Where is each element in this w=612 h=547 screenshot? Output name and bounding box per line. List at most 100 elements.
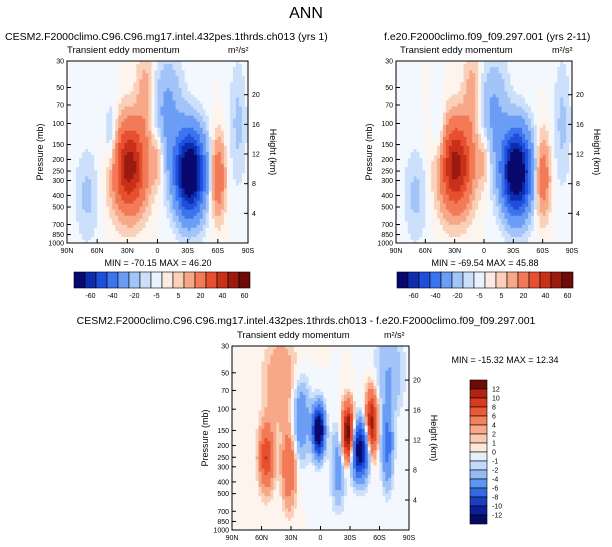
contour-cell [133, 164, 137, 168]
contour-cell [139, 61, 143, 65]
contour-cell [184, 118, 189, 123]
contour-cell [151, 94, 155, 98]
contour-cell [70, 218, 74, 223]
contour-cell [422, 203, 426, 207]
contour-cell [121, 206, 125, 211]
contour-cell [428, 224, 432, 229]
contour-cell [91, 145, 95, 150]
contour-cell [97, 121, 101, 126]
contour-cell [115, 109, 119, 113]
contour-cell [229, 170, 234, 174]
contour-cell [217, 179, 222, 183]
contour-cell [124, 188, 128, 192]
contour-cell [142, 158, 146, 162]
contour-cell [109, 239, 113, 244]
contour-cell [434, 112, 438, 116]
contour-cell [226, 148, 231, 153]
contour-cell [73, 170, 77, 174]
contour-cell [419, 209, 423, 214]
contour-cell [232, 200, 237, 204]
contour-cell [196, 133, 201, 138]
contour-cell [220, 218, 225, 223]
contour-cell [115, 200, 119, 204]
contour-cell [103, 164, 107, 168]
contour-cell [91, 176, 95, 180]
contour-cell [220, 115, 225, 120]
contour-cell [419, 145, 423, 150]
contour-cell [148, 179, 152, 183]
contour-cell [94, 115, 98, 120]
contour-cell [148, 61, 152, 65]
contour-cell [133, 85, 137, 89]
contour-cell [220, 173, 225, 177]
contour-cell [169, 109, 173, 113]
contour-cell [214, 191, 219, 195]
contour-cell [199, 124, 204, 129]
contour-cell [76, 91, 80, 95]
contour-cell [425, 79, 429, 83]
contour-cell [416, 145, 420, 150]
contour-cell [413, 227, 417, 232]
contour-cell [178, 212, 183, 217]
contour-cell [437, 97, 441, 101]
contour-cell [202, 94, 207, 98]
contour-cell [187, 148, 192, 153]
contour-cell [124, 230, 128, 235]
contour-cell [229, 221, 234, 226]
contour-cell [211, 200, 216, 204]
contour-cell [404, 127, 409, 132]
contour-cell [70, 67, 74, 71]
contour-cell [79, 94, 83, 98]
contour-cell [70, 121, 74, 126]
contour-cell [157, 191, 161, 195]
contour-cell [445, 67, 450, 71]
contour-cell [73, 148, 77, 153]
contour-cell [139, 94, 143, 98]
contour-cell [82, 167, 86, 171]
contour-cell [410, 173, 414, 177]
contour-cell [235, 203, 240, 207]
contour-cell [136, 112, 140, 116]
contour-cell [457, 188, 461, 192]
contour-cell [241, 182, 246, 186]
contour-cell [220, 100, 225, 104]
contour-cell [70, 230, 74, 235]
contour-cell [425, 239, 429, 244]
contour-cell [88, 155, 92, 159]
contour-cell [85, 227, 89, 232]
contour-cell [425, 191, 429, 195]
contour-cell [136, 185, 140, 189]
contour-cell [148, 133, 152, 138]
contour-cell [82, 97, 86, 101]
contour-cell [404, 64, 409, 68]
x-tick-label: 0 [156, 248, 160, 255]
contour-cell [166, 124, 170, 129]
contour-cell [106, 179, 110, 183]
contour-cell [226, 76, 231, 80]
contour-cell [160, 103, 164, 107]
contour-cell [410, 109, 414, 113]
contour-cell [181, 152, 186, 156]
contour-cell [82, 67, 86, 71]
contour-cell [124, 152, 128, 156]
contour-cell [407, 124, 412, 129]
contour-cell [226, 94, 231, 98]
contour-cell [434, 215, 438, 220]
contour-cell [238, 155, 243, 159]
contour-cell [238, 88, 243, 92]
contour-cell [142, 167, 146, 171]
contour-cell [103, 91, 107, 95]
contour-cell [145, 121, 149, 126]
contour-cell [214, 91, 219, 95]
contour-cell [154, 224, 158, 229]
contour-cell [217, 227, 222, 232]
contour-cell [91, 167, 95, 171]
contour-cell [172, 103, 176, 107]
contour-cell [121, 142, 125, 147]
contour-cell [124, 109, 128, 113]
contour-cell [109, 91, 113, 95]
contour-cell [193, 130, 198, 135]
contour-cell [220, 155, 225, 159]
contour-cell [428, 164, 432, 168]
contour-cell [112, 176, 116, 180]
